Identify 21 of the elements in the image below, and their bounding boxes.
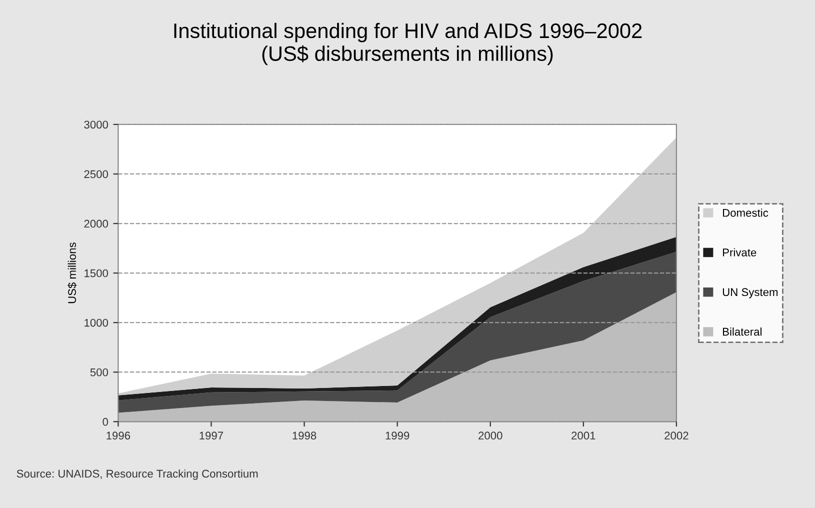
y-tick-label: 3000 [84, 120, 108, 129]
y-tick-label: 2500 [84, 170, 108, 178]
x-tick-label: 1998 [292, 432, 316, 440]
legend-label: Bilateral [723, 328, 762, 336]
y-tick-label: 500 [90, 368, 108, 376]
chart-title: Institutional spending for HIV and AIDS 1996–2002 (US$ disbursements in millions) [174, 22, 642, 66]
x-tick-label: 1997 [200, 432, 224, 440]
x-tick-label: 2001 [572, 432, 596, 440]
x-tick-label: 1999 [386, 432, 410, 440]
legend-label: Private [723, 248, 756, 256]
y-tick-label: 2000 [84, 220, 108, 228]
legend-label: UN System [722, 288, 778, 298]
y-tick-label: 1500 [84, 269, 108, 278]
source-note: Source: UNAIDS, Resource Tracking Consortium [16, 469, 258, 480]
y-axis-title: US$ millions [68, 242, 77, 304]
y-tick-label: 0 [102, 418, 108, 426]
x-tick-label: 2000 [478, 432, 502, 440]
y-tick-label: 1000 [84, 318, 108, 327]
x-tick-label: 1996 [106, 432, 130, 440]
legend-label: Domestic [723, 208, 768, 217]
x-tick-label: 2002 [664, 432, 688, 440]
